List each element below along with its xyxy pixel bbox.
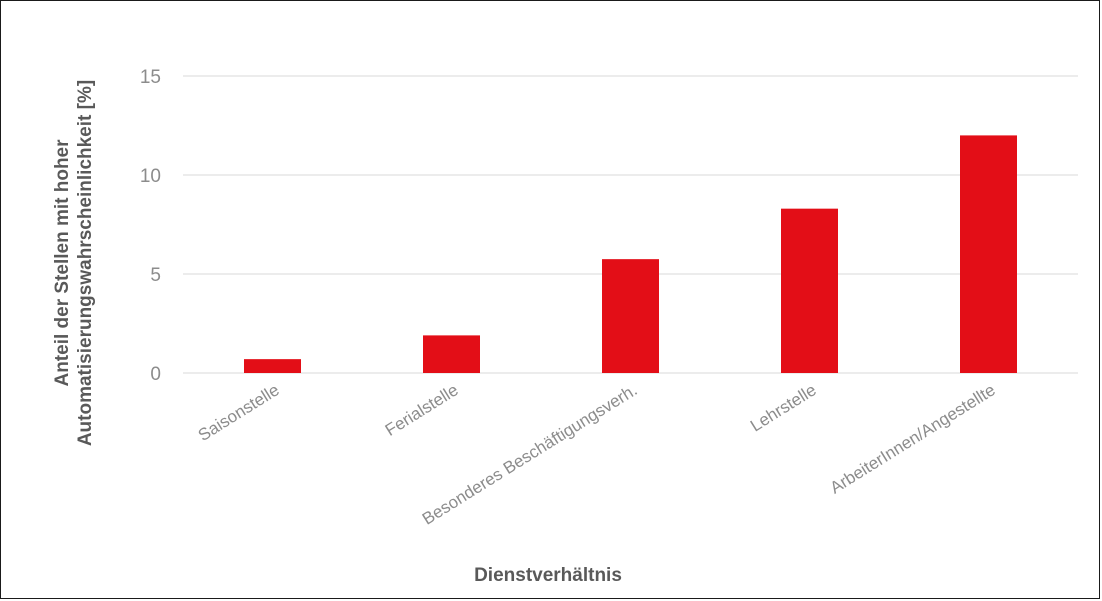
x-tick-label: Besonderes Beschäftigungsverh. xyxy=(419,380,641,528)
bar-3 xyxy=(781,208,838,373)
bar-4 xyxy=(960,135,1017,373)
bars xyxy=(244,135,1017,373)
y-axis-ticks: 0 5 10 15 xyxy=(140,67,161,385)
x-axis-title: Dienstverhältnis xyxy=(474,565,622,586)
x-tick-label: Ferialstelle xyxy=(382,380,462,440)
y-tick-label: 5 xyxy=(150,265,161,286)
y-tick-label: 0 xyxy=(150,364,161,385)
x-tick-label: Saisonstelle xyxy=(195,380,283,445)
y-axis-title: Anteil der Stellen mit hoher Automatisie… xyxy=(52,80,96,446)
bar-0 xyxy=(244,359,301,373)
bar-1 xyxy=(423,335,480,373)
y-axis-title-line-1: Anteil der Stellen mit hoher xyxy=(52,139,73,387)
y-tick-label: 15 xyxy=(140,67,161,88)
y-axis-title-line-2: Automatisierungswahrscheinlichkeit [%] xyxy=(75,80,96,446)
y-tick-label: 10 xyxy=(140,166,161,187)
x-tick-label: Lehrstelle xyxy=(747,380,820,435)
x-tick-label: ArbeiterInnen/Angestellte xyxy=(827,380,999,497)
bar-2 xyxy=(602,259,659,373)
